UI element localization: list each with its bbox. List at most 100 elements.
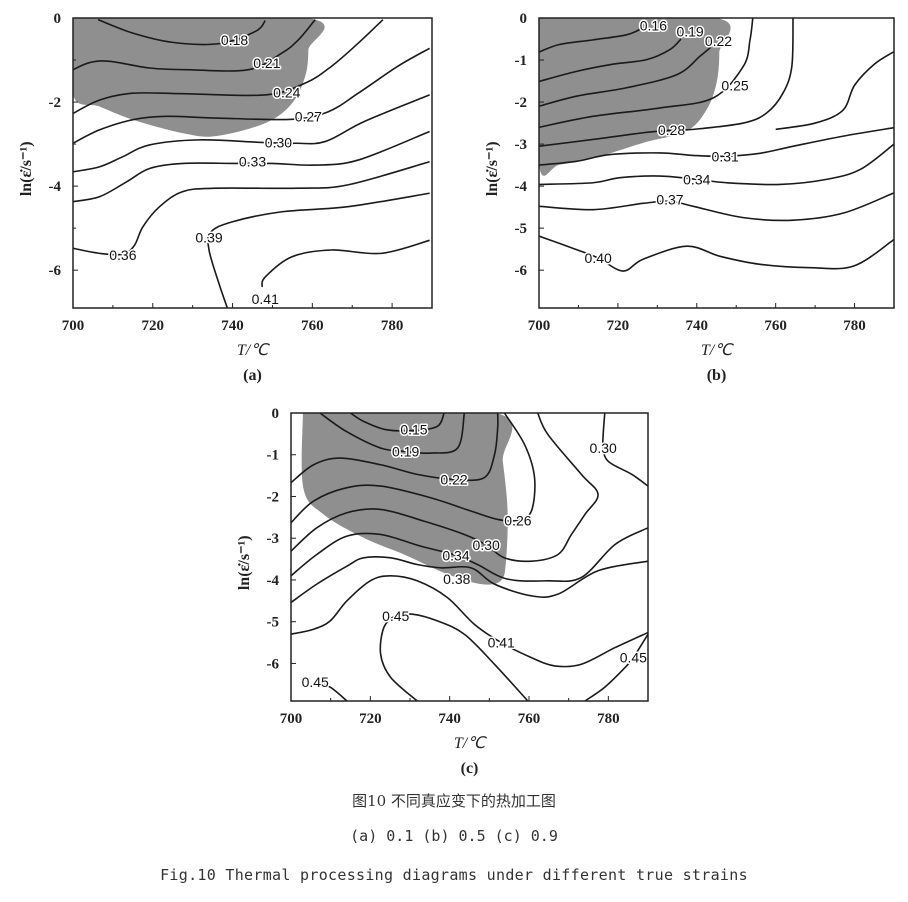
contour-label: 0.45 [620,650,647,666]
contour-line [73,160,430,256]
contour-label: 0.19 [676,23,703,39]
contour-label: 0.41 [488,635,515,651]
contour-label: 0.28 [658,122,685,138]
y-axis-label: ln(ε̇/s⁻¹) [484,141,501,196]
panel-b: 0.16 0.190.22 0.25 0.28 0.310.340.37 0.40 700 7… [484,11,895,384]
contour-label: 0.45 [382,608,409,624]
y-tick-label: -3 [267,531,280,547]
x-tick-label: 780 [843,318,866,334]
contour-label: 0.30 [265,134,292,150]
contour-label: 0.19 [392,443,419,459]
contour-line [261,239,430,288]
y-tick-label: -4 [515,179,528,195]
contour-label: 0.24 [273,84,300,100]
caption-chinese: 图10 不同真应变下的热加工图 [352,792,556,810]
contour-label: 0.36 [109,247,136,263]
y-tick-label: -5 [515,221,528,237]
panel-label: (b) [707,367,727,384]
y-tick-label: 0 [520,11,528,27]
contour-line [350,413,445,432]
y-tick-label: -6 [515,263,528,279]
x-axis-label: T/℃ [454,735,487,752]
contour-line [539,38,682,83]
x-tick-label: 700 [280,711,303,727]
contour-line [539,18,794,147]
x-axis-label: T/℃ [701,342,734,359]
y-axis-label: ln(ε̇/s⁻¹) [18,141,35,196]
contour-line [539,126,894,166]
panel-c: 0.150.190.220.260.300.300.340.380.410.45… [236,406,649,777]
y-tick-label: -2 [515,95,528,111]
contour-label: 0.15 [400,422,427,438]
x-axis-label: T/℃ [237,342,270,359]
contour-line [291,413,536,524]
contour-label: 0.26 [504,512,531,528]
contour-label: 0.30 [473,537,500,553]
x-tick-label: 760 [518,711,541,727]
x-tick-label: 720 [359,711,382,727]
instability-region [301,413,513,585]
contour-line [539,235,894,272]
contour-label: 0.34 [442,547,469,563]
plot-area: 0.150.190.220.260.300.300.340.380.410.45… [291,413,648,701]
y-tick-label: -4 [49,179,62,195]
contour-label: 0.39 [195,229,222,245]
panel-a: 0.18 0.21 0.24 0.270.30 0.33 0.36 0.39 0.41 700 7… [18,11,433,384]
contour-label: 0.18 [221,32,248,48]
x-tick-label: 720 [607,318,630,334]
contour-label: 0.21 [253,55,280,71]
x-tick-label: 740 [686,318,709,334]
x-tick-label: 780 [381,318,404,334]
caption-strains: (a) 0.1 (b) 0.5 (c) 0.9 [350,827,558,845]
contour-label: 0.40 [585,250,612,266]
contour-line [73,19,384,115]
contour-line [319,413,466,454]
contour-label: 0.33 [239,154,266,170]
y-tick-label: -6 [49,263,62,279]
contour-label: 0.34 [683,171,710,187]
x-tick-label: 740 [221,318,244,334]
contour-line [73,47,431,144]
contour-line [207,192,430,308]
contour-label: 0.38 [443,571,470,587]
panel-label: (c) [461,760,479,777]
contour-line [73,19,316,72]
plot-frame [290,412,649,702]
x-tick-label: 780 [597,711,620,727]
plot-frame [538,17,895,309]
contour-label: 0.41 [252,291,279,307]
panel-label: (a) [243,367,262,384]
contour-line [539,27,642,53]
contour-line [291,413,599,563]
plot-area: 0.16 0.190.22 0.25 0.28 0.310.340.37 0.40 [539,18,894,272]
plot-frame [72,17,433,309]
contour-line [314,681,348,701]
y-tick-label: 0 [272,406,280,422]
x-tick-label: 720 [142,318,165,334]
instability-region [73,18,325,137]
contour-line [291,413,499,484]
x-tick-label: 760 [764,318,787,334]
contour-line [539,46,712,108]
x-tick-label: 700 [62,318,85,334]
contour-label: 0.16 [640,18,667,34]
contour-line [775,50,894,131]
contour-line [291,556,648,604]
contour-line [73,94,430,173]
contour-line [379,612,529,701]
y-tick-label: -4 [267,573,280,589]
y-tick-label: -1 [267,448,280,464]
contour-line [539,143,894,186]
instability-region [539,18,731,176]
y-tick-label: -6 [267,656,280,672]
y-tick-label: -2 [49,95,62,111]
contour-label: 0.27 [295,108,322,124]
y-tick-label: 0 [54,11,62,27]
y-axis-label: ln(ε̇/s⁻¹) [236,535,253,590]
y-tick-label: -2 [267,489,280,505]
contour-line [601,413,648,487]
contour-line [584,633,648,701]
contour-label: 0.25 [721,78,748,94]
x-tick-label: 760 [301,318,324,334]
